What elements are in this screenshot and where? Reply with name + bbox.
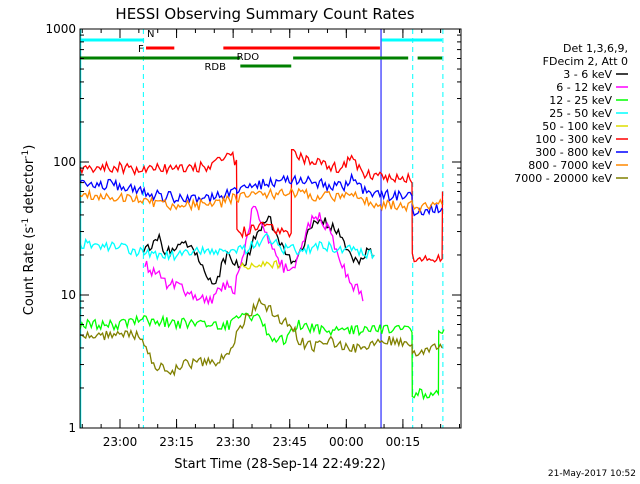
flag-label-rdo: RDO [237, 52, 260, 63]
y-axis: 1 10 100 1000 [45, 22, 461, 435]
x-tick-label: 00:15 [386, 435, 421, 449]
x-tick-label: 00:00 [329, 435, 364, 449]
legend-label-12-25-kev: 12 - 25 keV [549, 94, 612, 107]
legend-label-50-100-kev: 50 - 100 keV [542, 120, 612, 133]
legend-label-800-7000-kev: 800 - 7000 keV [528, 159, 612, 172]
x-axis-label: Start Time (28-Sep-14 22:49:22) [174, 457, 385, 472]
legend-label-7000-20000-kev: 7000 - 20000 keV [514, 172, 612, 185]
y-tick-label: 1000 [45, 22, 76, 36]
series-line-12-25-kev [79, 312, 445, 401]
legend-label-25-50-kev: 25 - 50 keV [549, 107, 612, 120]
legend-header-1: FDecim 2, Att 0 [543, 55, 628, 68]
y-axis-label: Count Rate (s-1 detector-1) [21, 145, 37, 316]
x-axis: 23:00 23:15 23:30 23:45 00:00 00:15 [81, 29, 460, 449]
flag-label-n: N [147, 29, 154, 40]
series-line-300-800-kev [79, 172, 443, 217]
series-line-6-12-kev [144, 205, 364, 306]
x-tick-label: 23:15 [159, 435, 194, 449]
series-line-3-6-kev [142, 215, 375, 285]
flag-label-f: F [138, 44, 144, 55]
series-line-100-300-kev [79, 149, 444, 263]
flag-label-rdb: RDB [204, 62, 226, 73]
legend-label-100-300-kev: 100 - 300 keV [535, 133, 612, 146]
legend-label-300-800-kev: 300 - 800 keV [535, 146, 612, 159]
y-tick-label: 100 [53, 155, 76, 169]
series-line-25-50-kev [79, 232, 375, 262]
y-tick-label: 10 [61, 288, 76, 302]
legend-label-3-6-kev: 3 - 6 keV [563, 68, 612, 81]
x-tick-label: 23:45 [272, 435, 307, 449]
x-tick-label: 23:30 [216, 435, 251, 449]
chart-title: HESSI Observing Summary Count Rates [115, 5, 414, 23]
date-stamp: 21-May-2017 10:52 [548, 469, 636, 479]
series-line-7000-20000-kev [79, 297, 443, 377]
series-line-50-100-kev [239, 260, 281, 270]
x-tick-label: 23:00 [103, 435, 138, 449]
y-tick-label: 1 [68, 421, 76, 435]
legend-header-0: Det 1,3,6,9, [563, 42, 628, 55]
plot-content: NF RDO RDB [79, 29, 445, 428]
legend-label-6-12-kev: 6 - 12 keV [556, 81, 612, 94]
series-line-800-7000-kev [79, 187, 443, 214]
